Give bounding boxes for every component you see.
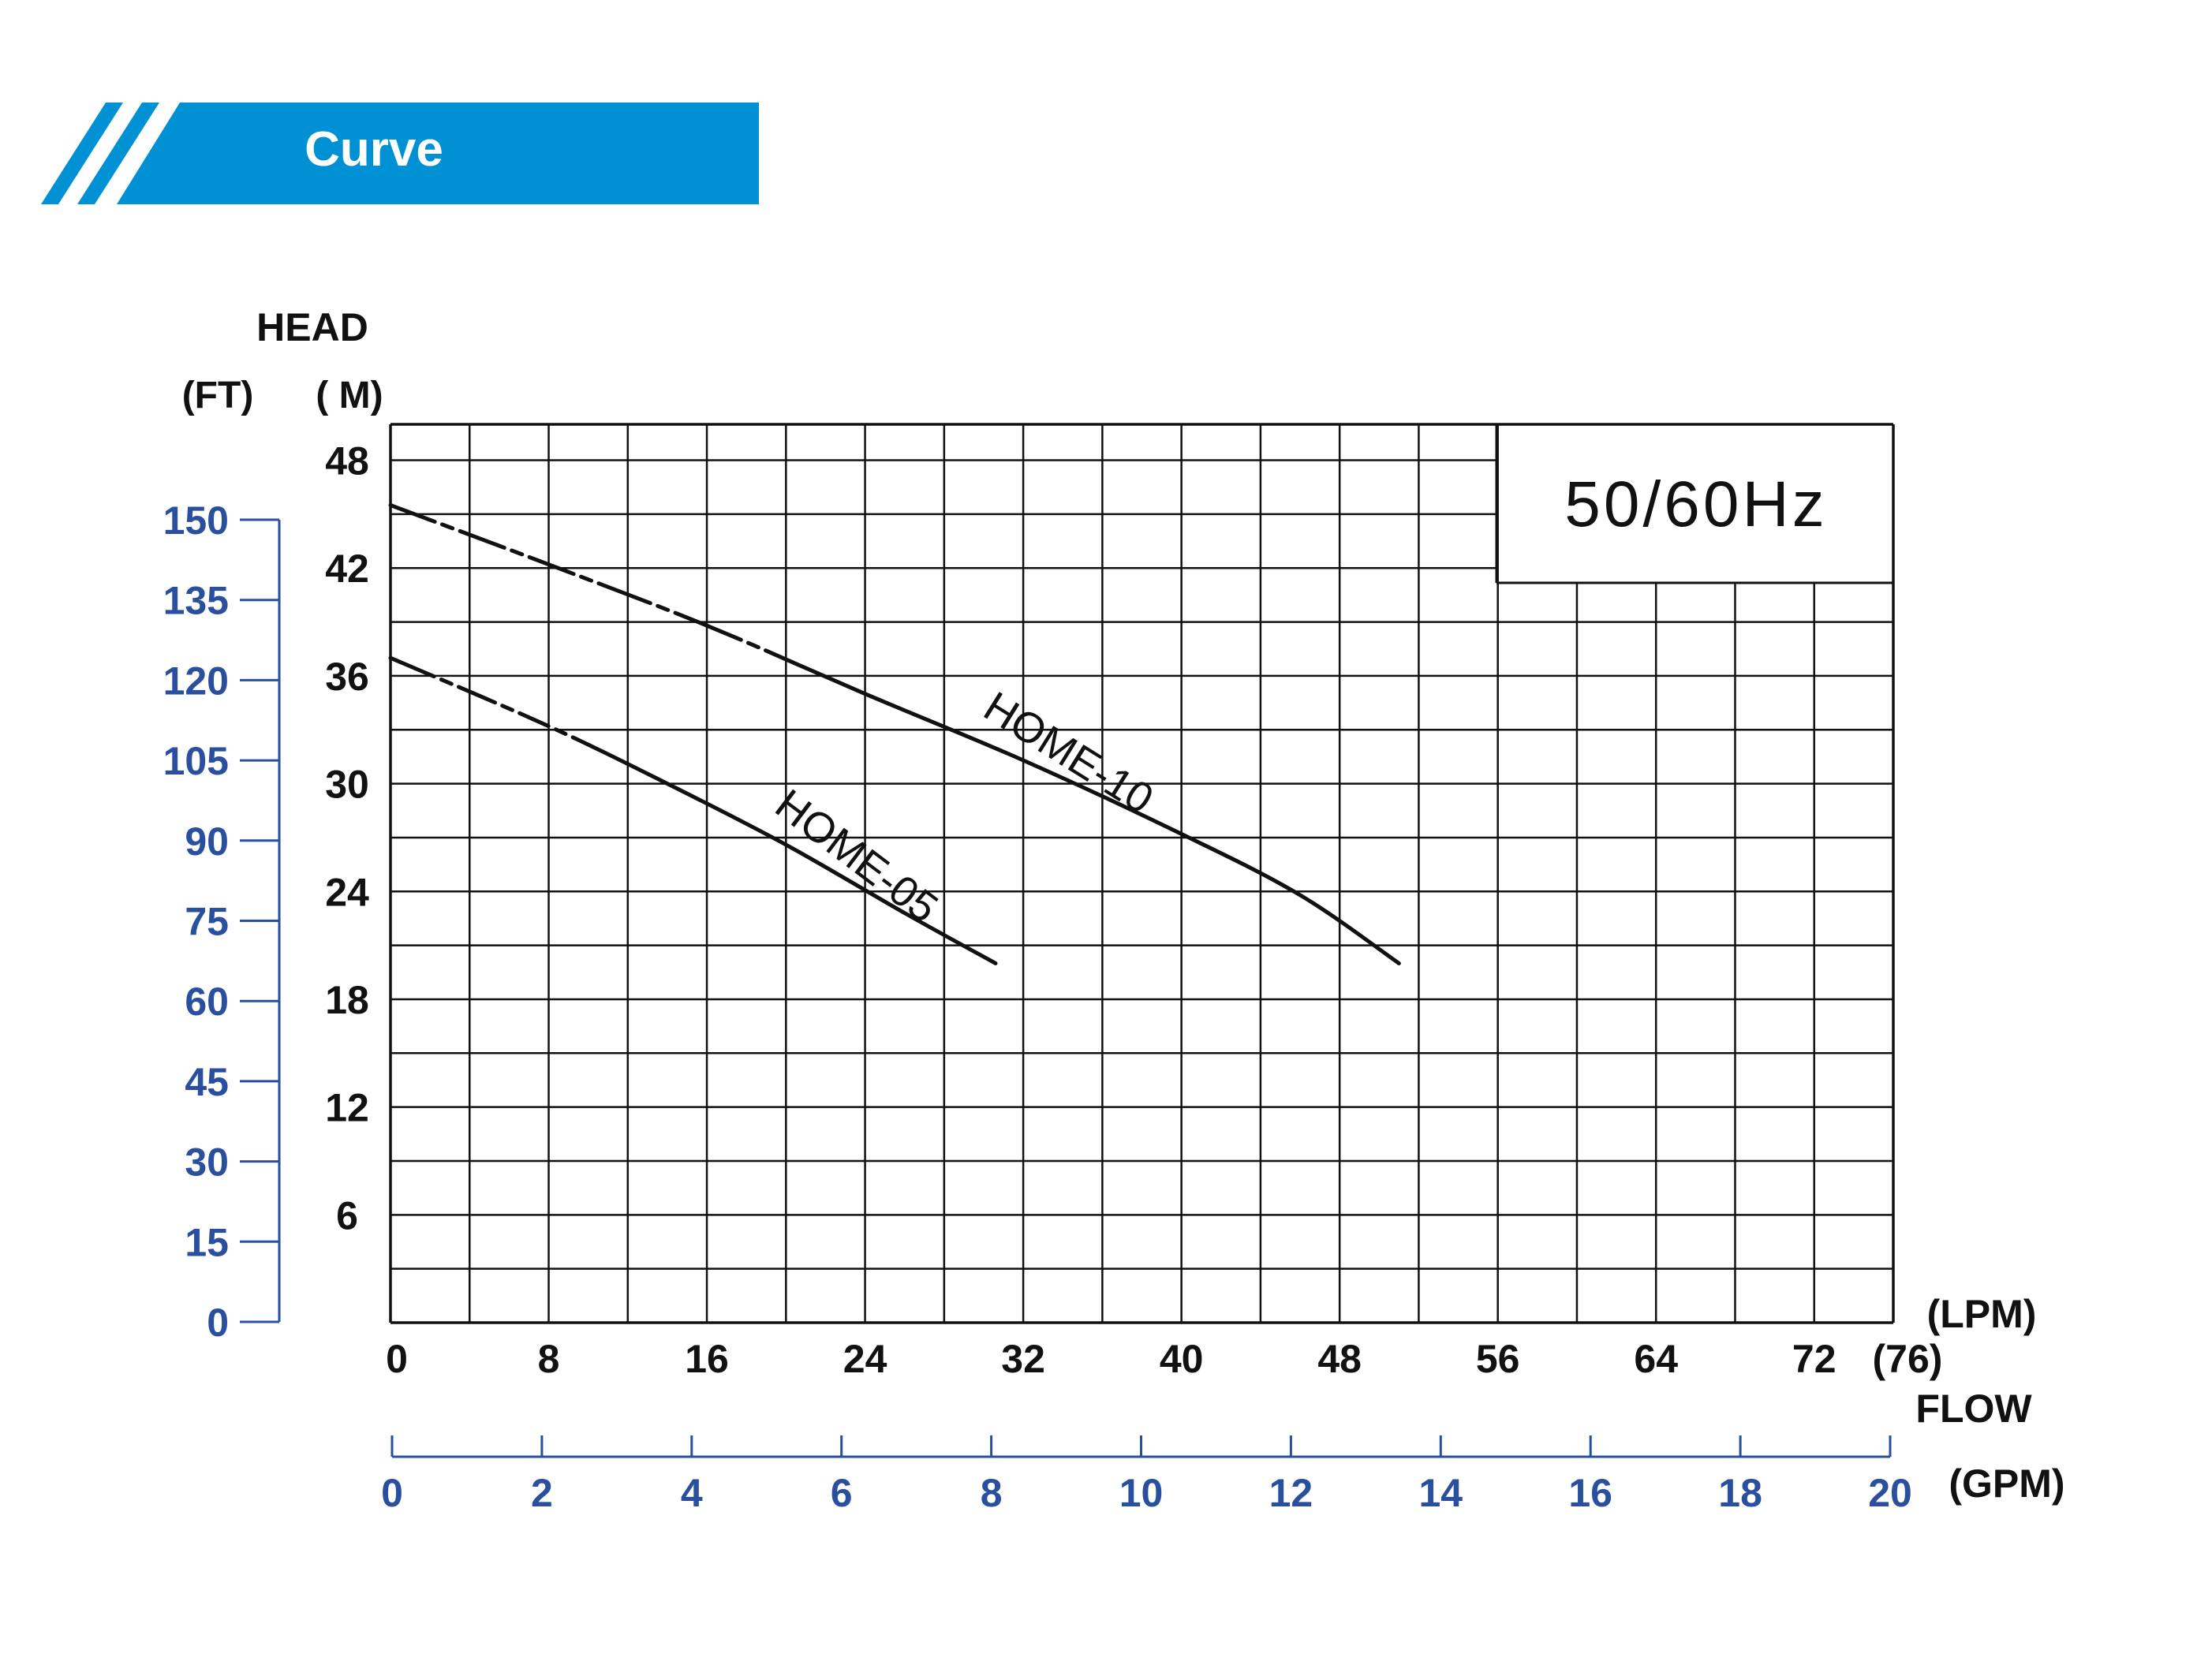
grid [389, 423, 1895, 1324]
y-unit-m: ( M) [316, 375, 383, 416]
x-axis-title: FLOW [1915, 1387, 2032, 1431]
y-tick-m-label: 30 [325, 763, 369, 807]
x-tick-gpm-label: 16 [1568, 1471, 1612, 1515]
y-tick-m-label: 36 [325, 655, 369, 699]
x-tick-gpm-label: 18 [1718, 1471, 1762, 1515]
y-tick-m-label: 6 [336, 1193, 358, 1237]
y-tick-ft-label: 30 [185, 1140, 229, 1185]
legend-box: 50/60Hz [1495, 424, 1893, 584]
x-tick-gpm-label: 2 [531, 1471, 553, 1515]
x-unit-lpm: (LPM) [1927, 1292, 2037, 1336]
y-tick-m-label: 12 [325, 1086, 369, 1130]
x-tick-lpm-label: 48 [1317, 1337, 1362, 1381]
y-unit-ft: (FT) [182, 375, 254, 416]
x-tick-lpm-label: 56 [1476, 1337, 1520, 1381]
y-tick-ft-label: 120 [163, 659, 229, 703]
x-tick-gpm-label: 6 [831, 1471, 853, 1515]
x-tick-lpm-label: 32 [1001, 1337, 1045, 1381]
header-stripe-1 [41, 103, 123, 204]
series-line-home-10 [388, 503, 1401, 965]
y-tick-ft-label: 60 [185, 980, 229, 1024]
y-tick-ft-label: 0 [207, 1301, 229, 1345]
x-unit-gpm: (GPM) [1949, 1461, 2064, 1506]
header-stripe-2 [77, 103, 159, 204]
x-tick-lpm-label: 16 [685, 1337, 729, 1381]
header-title: Curve [305, 122, 443, 177]
x-tick-gpm-label: 20 [1868, 1471, 1912, 1515]
x-tick-gpm-label: 10 [1119, 1471, 1164, 1515]
x-tick-gpm-label: 14 [1418, 1471, 1463, 1515]
x-tick-lpm-label: 24 [843, 1337, 887, 1381]
y-axis-m: 6 12 18 24 30 36 42 48 [325, 439, 369, 1238]
x-tick-gpm-label: 0 [381, 1471, 403, 1515]
x-tick-lpm-label: 8 [538, 1337, 560, 1381]
x-axis-gpm: 0 2 4 6 8 10 12 14 16 18 20 [381, 1435, 1912, 1515]
header-bar [117, 103, 759, 204]
y-axis-title: HEAD [256, 305, 368, 349]
y-tick-ft-label: 75 [185, 900, 229, 944]
x-tick-lpm-label: 72 [1792, 1337, 1836, 1381]
y-tick-ft-label: 90 [185, 819, 229, 864]
y-tick-ft-label: 15 [185, 1220, 229, 1264]
x-tick-lpm-label: 64 [1634, 1337, 1678, 1381]
y-tick-m-label: 24 [325, 870, 369, 914]
x-tick-lpm-label: 0 [386, 1337, 408, 1381]
y-tick-ft-label: 45 [185, 1060, 229, 1104]
x-tick-lpm-label: 40 [1160, 1337, 1204, 1381]
series-line-home-05 [388, 655, 998, 965]
x-tick-gpm-label: 8 [981, 1471, 1003, 1515]
y-tick-ft-label: 150 [163, 498, 229, 543]
y-tick-ft-label: 105 [163, 739, 229, 783]
legend-frequency-label: 50/60Hz [1564, 468, 1827, 540]
x-tick-lpm-label: (76) [1873, 1337, 1943, 1381]
header-banner: Curve [41, 103, 759, 204]
x-tick-gpm-label: 4 [681, 1471, 703, 1515]
y-tick-m-label: 48 [325, 439, 369, 483]
x-tick-gpm-label: 12 [1269, 1471, 1313, 1515]
y-tick-m-label: 18 [325, 978, 369, 1022]
y-axis-ft: 0 15 30 45 60 75 90 105 120 135 150 [163, 498, 281, 1345]
y-tick-ft-label: 135 [163, 579, 229, 623]
series-label-home-05: HOME-05 [767, 780, 947, 931]
x-axis-lpm: 0 8 16 24 32 40 48 56 64 72 (76) [386, 1337, 1942, 1381]
y-tick-m-label: 42 [325, 547, 369, 591]
